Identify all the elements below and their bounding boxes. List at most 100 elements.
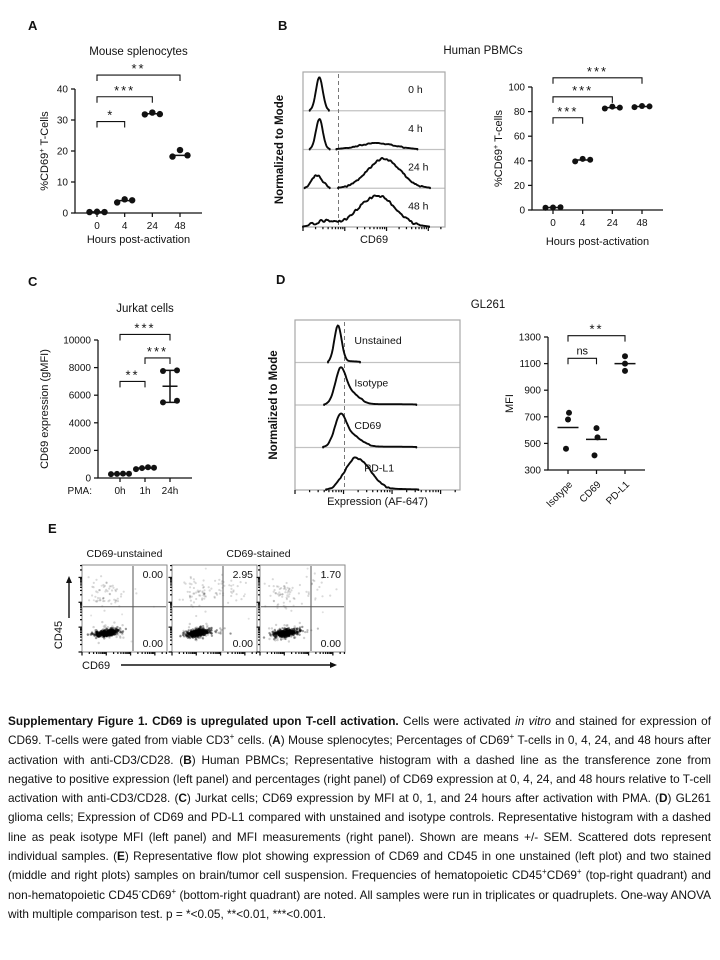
panel-c-dot-plot: 0 2000 4000 6000 8000 10000 0h 1h 24h PMA: Jurkat … [39,303,192,497]
data-point [156,110,164,118]
svg-text:0: 0 [94,221,100,232]
histogram-curve [308,118,331,151]
data-point [120,470,126,477]
row-label: Isotype [354,378,388,390]
panel-d-histogram: Unstained Isotype CD69 PD-L1 Expression (AF-… [268,319,461,508]
svg-text:1h: 1h [139,486,150,497]
svg-text:4000: 4000 [69,418,92,429]
svg-text:0: 0 [550,218,556,229]
svg-text:10: 10 [57,178,69,189]
data-point [149,109,156,116]
data-point [622,360,628,367]
svg-text:Mouse splenocytes: Mouse splenocytes [89,46,188,58]
panel-e-flow-plots: 0.00 0.00 2.95 0.00 1.70 0.00 CD69-unstained CD… [53,548,346,672]
svg-text:CD69: CD69 [360,234,388,246]
data-point [128,197,136,204]
row-label: Unstained [354,335,401,347]
svg-text:Normalized to Mode: Normalized to Mode [274,95,286,204]
significance-label: *** [587,64,608,79]
data-point [114,470,120,477]
svg-text:700: 700 [524,412,541,423]
significance-bracket [119,380,146,388]
svg-text:40: 40 [57,85,69,96]
data-point [550,204,556,211]
svg-text:4: 4 [580,218,586,229]
significance-label: *** [572,83,593,98]
svg-text:0: 0 [519,206,525,217]
data-point [639,102,645,109]
panel-label-a: A [28,18,38,33]
significance-label: *** [134,320,155,335]
significance-bracket [119,333,171,341]
data-point [86,208,93,216]
significance-label: ** [589,322,603,337]
significance-bracket [552,77,643,84]
data-point [113,199,121,206]
significance-bracket [96,96,153,103]
flow-plot-title: CD69-unstained [87,548,163,560]
significance-bracket [567,357,598,365]
data-point [563,445,569,452]
svg-text:%CD69+ T-Cells: %CD69+ T-Cells [37,111,51,191]
top-right-frequency: 0.00 [143,569,164,581]
data-point [609,103,616,110]
significance-label: ** [125,367,139,382]
data-point [108,471,114,478]
svg-text:0: 0 [62,209,68,220]
bottom-right-frequency: 0.00 [143,638,164,650]
data-point [160,368,166,375]
panel-d-dot-plot: 300 500 700 900 1100 1300 Isotype CD69 PD-L1 MFI n… [504,322,645,510]
data-point [601,105,608,112]
svg-text:30: 30 [57,116,69,127]
data-point [139,465,145,472]
svg-text:%CD69+ T-cells: %CD69+ T-cells [491,110,505,187]
significance-label: ** [131,61,145,76]
row-label: PD-L1 [364,463,394,475]
significance-bracket [552,96,613,103]
significance-label: * [107,108,114,123]
data-point [542,204,549,211]
histogram-curve [323,366,418,406]
svg-text:24: 24 [147,221,159,232]
data-point [145,464,151,471]
data-point [594,434,601,441]
data-point [631,104,638,111]
row-label: CD69 [354,420,381,432]
data-point [622,367,628,374]
histogram-curve [302,194,431,228]
data-point [101,208,108,216]
svg-text:500: 500 [524,439,541,450]
histogram-curve [308,76,330,112]
svg-text:Jurkat cells: Jurkat cells [116,303,174,315]
panel-label-b: B [278,18,288,33]
data-point [141,111,149,118]
svg-text:48: 48 [174,221,186,232]
panel-d-title: GL261 [470,299,506,311]
svg-text:CD69: CD69 [578,479,604,505]
svg-text:20: 20 [514,181,526,192]
significance-bracket [144,357,171,364]
data-point [565,416,571,423]
significance-bracket [567,335,626,342]
svg-text:8000: 8000 [69,363,92,374]
data-point [591,452,598,459]
svg-text:20: 20 [57,147,69,158]
data-point [184,152,191,159]
svg-text:CD45: CD45 [53,621,65,649]
row-label: 48 h [408,200,429,212]
row-label: 24 h [408,162,429,174]
top-right-frequency: 1.70 [321,569,342,581]
flow-plot-frame [81,564,168,653]
panel-a-dot-plot: 0 10 20 30 40 0 4 24 48 Hours post-activation Mous… [37,46,202,246]
svg-text:1100: 1100 [519,359,541,370]
svg-text:Hours post-activation: Hours post-activation [546,236,649,248]
data-point [616,104,623,111]
svg-text:Normalized to Mode: Normalized to Mode [268,350,280,459]
svg-text:Expression (AF-647): Expression (AF-647) [327,496,428,508]
bottom-right-frequency: 0.00 [233,638,254,650]
svg-text:0: 0 [85,474,91,485]
data-point [579,155,586,162]
flow-plot-frame [171,564,258,653]
row-label: 0 h [408,84,423,96]
